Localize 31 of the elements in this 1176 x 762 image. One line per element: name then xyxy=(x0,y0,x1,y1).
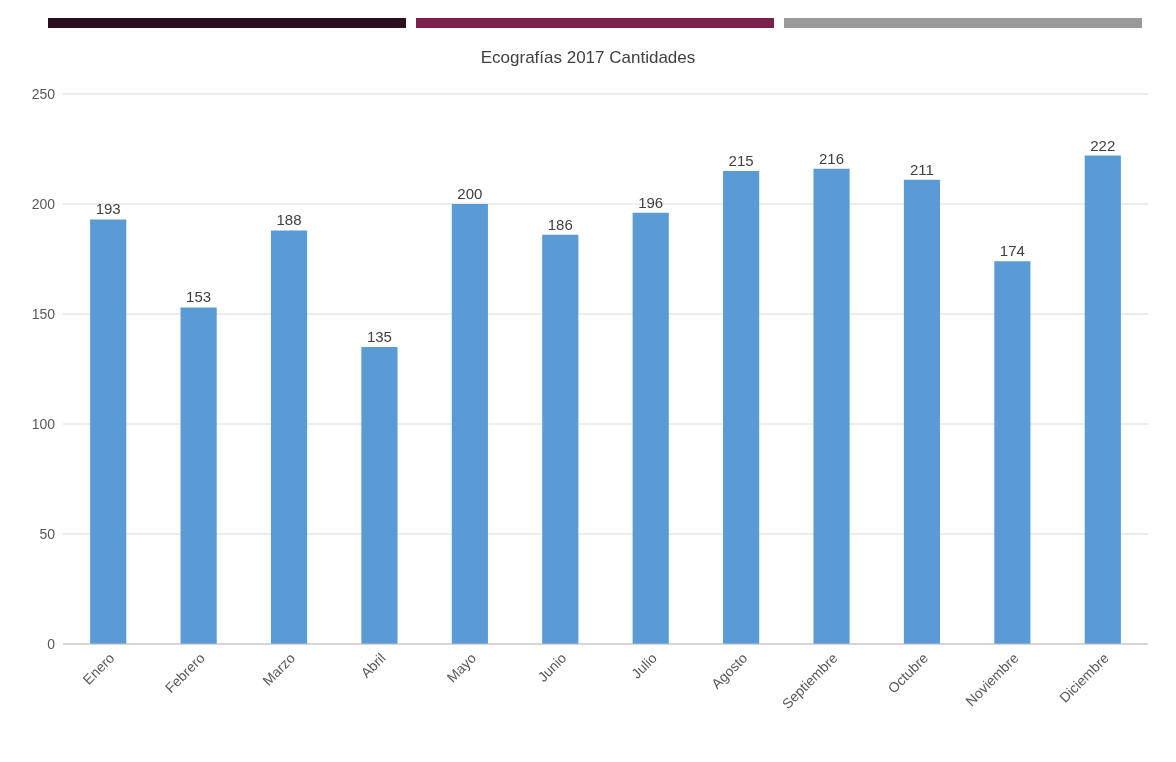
data-label: 186 xyxy=(547,215,573,233)
y-tick-label: 100 xyxy=(31,415,56,432)
bar xyxy=(180,307,217,644)
data-label: 153 xyxy=(186,288,212,306)
y-tick-label: 50 xyxy=(39,525,56,542)
bar xyxy=(994,261,1031,644)
bar xyxy=(90,219,127,644)
data-label: 135 xyxy=(366,328,392,345)
bar xyxy=(451,204,488,644)
data-label: 211 xyxy=(910,160,934,178)
data-label: 200 xyxy=(457,185,483,202)
bar xyxy=(903,179,941,644)
bar xyxy=(361,347,398,644)
bar xyxy=(270,230,308,644)
data-label: 188 xyxy=(276,211,302,229)
data-label: 222 xyxy=(1090,136,1116,154)
data-label: 215 xyxy=(728,152,754,169)
y-tick-label: 250 xyxy=(31,85,56,102)
bar xyxy=(542,234,579,644)
data-label: 196 xyxy=(638,193,664,211)
y-tick-label: 0 xyxy=(47,635,56,652)
bar xyxy=(813,168,850,644)
bar xyxy=(723,171,760,644)
chart-title: Ecografías 2017 Cantidades xyxy=(479,48,697,68)
y-tick-label: 200 xyxy=(31,195,56,212)
y-tick-label: 150 xyxy=(31,305,56,322)
data-label: 174 xyxy=(999,242,1025,260)
data-label: 193 xyxy=(95,200,121,218)
bar xyxy=(1084,155,1121,644)
bar xyxy=(632,212,669,644)
data-label: 216 xyxy=(819,149,845,167)
